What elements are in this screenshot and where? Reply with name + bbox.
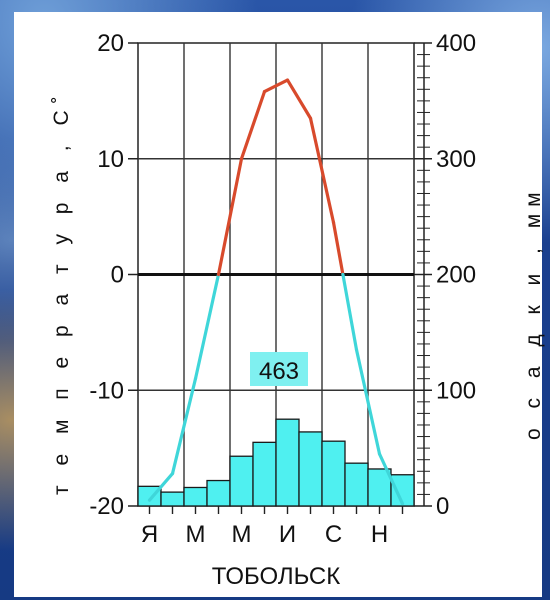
- precipitation-bar: [344, 462, 369, 507]
- temperature-segment: [341, 272, 359, 352]
- precipitation-bar: [206, 479, 231, 507]
- temperature-segment: [308, 116, 336, 225]
- temperature-segment: [170, 377, 198, 476]
- right-axis-tick-label: 400: [436, 30, 476, 57]
- month-label: М: [232, 521, 252, 548]
- precipitation-bar: [275, 418, 300, 507]
- precipitation-bar: [160, 491, 185, 507]
- left-axis-tick-label: 10: [97, 146, 124, 173]
- precipitation-bar: [298, 431, 323, 507]
- left-axis-tick-label: 20: [97, 30, 124, 57]
- temperature-segment: [216, 157, 244, 277]
- month-label: И: [279, 521, 296, 548]
- precipitation-axis-label: о с а д к и , мм: [522, 185, 545, 440]
- temperature-segment: [239, 90, 267, 161]
- station-name: ТОБОЛЬСК: [212, 563, 340, 590]
- month-label: С: [325, 521, 342, 548]
- annual-precipitation-box: [250, 352, 308, 386]
- month-label: Н: [371, 521, 388, 548]
- left-axis-tick-label: -20: [89, 493, 124, 520]
- left-axis-tick-label: 0: [111, 262, 124, 289]
- right-axis-tick-label: 200: [436, 262, 476, 289]
- precipitation-bar: [183, 486, 208, 507]
- month-label: Я: [141, 521, 158, 548]
- annual-precipitation-label: 463: [259, 358, 299, 385]
- right-axis-tick-label: 300: [436, 146, 476, 173]
- temperature-segment: [193, 272, 221, 381]
- month-label: М: [186, 521, 206, 548]
- precipitation-bar: [321, 440, 346, 507]
- temperature-axis-label: т е м п е р а т у р а , С˚: [50, 89, 73, 495]
- left-axis-tick-label: -10: [89, 377, 124, 404]
- precipitation-bar: [252, 441, 277, 507]
- temperature-segment: [377, 452, 405, 506]
- temperature-segment: [285, 78, 313, 120]
- temperature-segment: [262, 78, 290, 94]
- right-axis-tick-label: 0: [436, 493, 449, 520]
- precipitation-bar: [229, 455, 254, 507]
- right-axis-tick-label: 100: [436, 377, 476, 404]
- temperature-segment: [354, 348, 382, 456]
- temperature-segment: [331, 220, 345, 277]
- temperature-segment: [147, 471, 175, 502]
